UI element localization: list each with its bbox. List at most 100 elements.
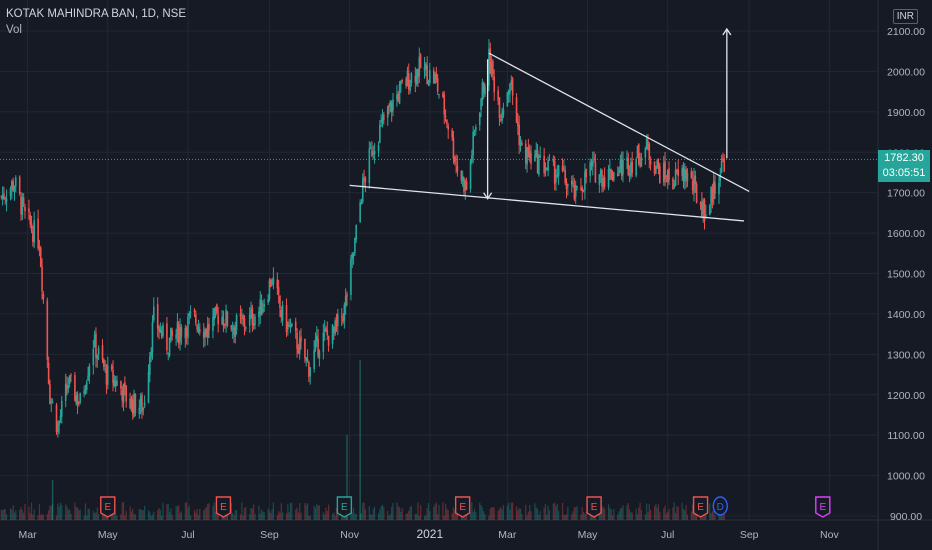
candle-body [176,322,179,336]
candle-body [170,327,172,341]
candle-body [206,324,209,339]
volume-bar [249,514,251,520]
candle-body [313,349,315,369]
volume-bar [176,506,179,520]
volume-bar [564,515,566,520]
volume-bar [324,514,326,520]
volume-bar [46,514,48,520]
volume-bar [281,512,284,520]
candle-body [672,178,674,190]
upper-trendline [488,52,750,193]
candle-body [1,195,4,200]
candle-body [574,184,577,198]
dividend-marker[interactable]: D [712,496,728,516]
candle-body [538,158,540,175]
volume-bar [305,505,307,520]
candle-body [150,351,152,357]
volume-bar [580,514,582,520]
candle-body [5,198,8,202]
price-tick-label: 1300.00 [887,349,925,361]
time-axis[interactable]: Mar May Jul Sep Nov 2021 Mar May Jul Sep Nov [19,527,840,541]
volume-bar [571,514,573,520]
candle-body [214,307,217,311]
earnings-marker[interactable]: E [100,496,116,518]
volume-bar [24,503,26,520]
candle-body [461,175,464,182]
volume-bar [565,514,568,520]
volume-bar [509,509,511,520]
earnings-marker[interactable]: E [454,496,471,518]
earnings-marker[interactable]: E [586,496,602,518]
volume-bar [188,505,190,520]
volume-bar [388,515,390,520]
candle-body [637,144,640,164]
volume-bar [189,515,192,520]
volume-bar [392,503,394,520]
volume-bar [364,509,366,520]
candle-body [553,160,556,184]
volume-bar [466,512,468,520]
candle-body [484,86,486,95]
candle-body [185,329,188,337]
volume-bar [601,507,603,520]
candle-body [400,80,402,85]
volume-bar [389,514,391,520]
candle-body [426,65,428,85]
candle-body [543,155,545,174]
candle-body [241,317,243,319]
volume-bar [213,502,215,520]
candle-body [288,325,290,327]
candle-body [49,383,51,405]
candle-body [67,385,70,389]
volume-bar [427,502,430,520]
volume-bar [685,504,687,520]
candle-body [444,115,447,118]
earnings-marker[interactable]: E [336,496,353,518]
candle-body [372,152,375,155]
volume-bar [488,515,490,520]
candle-body [239,313,242,317]
volume-bar [518,508,520,520]
earnings-marker[interactable]: E [215,496,232,518]
volume-bar [280,503,282,520]
candle-body [189,312,192,314]
candle-body [160,331,163,337]
candle-body [371,150,373,156]
candle-body [258,311,260,318]
volume-bar [317,505,319,520]
candle-body [46,300,49,360]
candle-body [683,169,686,182]
trendline-drawings[interactable] [349,27,750,222]
volume-bar [48,510,50,520]
volume-indicator-label[interactable]: Vol [6,24,22,36]
earnings-marker[interactable]: E [692,496,709,518]
symbol-title[interactable]: KOTAK MAHINDRA BAN, 1D, NSE [6,8,186,20]
candle-body [254,316,256,325]
volume-bar [381,504,384,520]
candle-body [647,141,649,147]
price-axis[interactable]: 900.00 1000.00 1100.00 1200.00 1300.00 1400.0… [887,26,925,523]
candle-body [294,321,297,331]
candle-body [455,162,457,164]
candle-body [110,366,113,370]
volume-bar [437,514,439,520]
candle-body [655,167,657,174]
volume-bar [295,509,297,520]
currency-label[interactable]: INR [892,9,918,24]
time-tick-label: Jul [661,529,674,541]
volume-bar [396,502,398,520]
earnings-marker[interactable]: E [815,496,831,518]
candle-body [244,327,247,329]
candle-body [409,84,411,92]
candle-body [556,174,559,177]
candle-body [511,78,514,96]
volume-bar [481,507,483,520]
volume-bar [51,503,54,520]
volume-bar [484,514,486,520]
candle-body [326,330,329,336]
earnings-badge [586,496,602,518]
volume-bar [333,512,335,520]
candle-body [572,182,574,185]
